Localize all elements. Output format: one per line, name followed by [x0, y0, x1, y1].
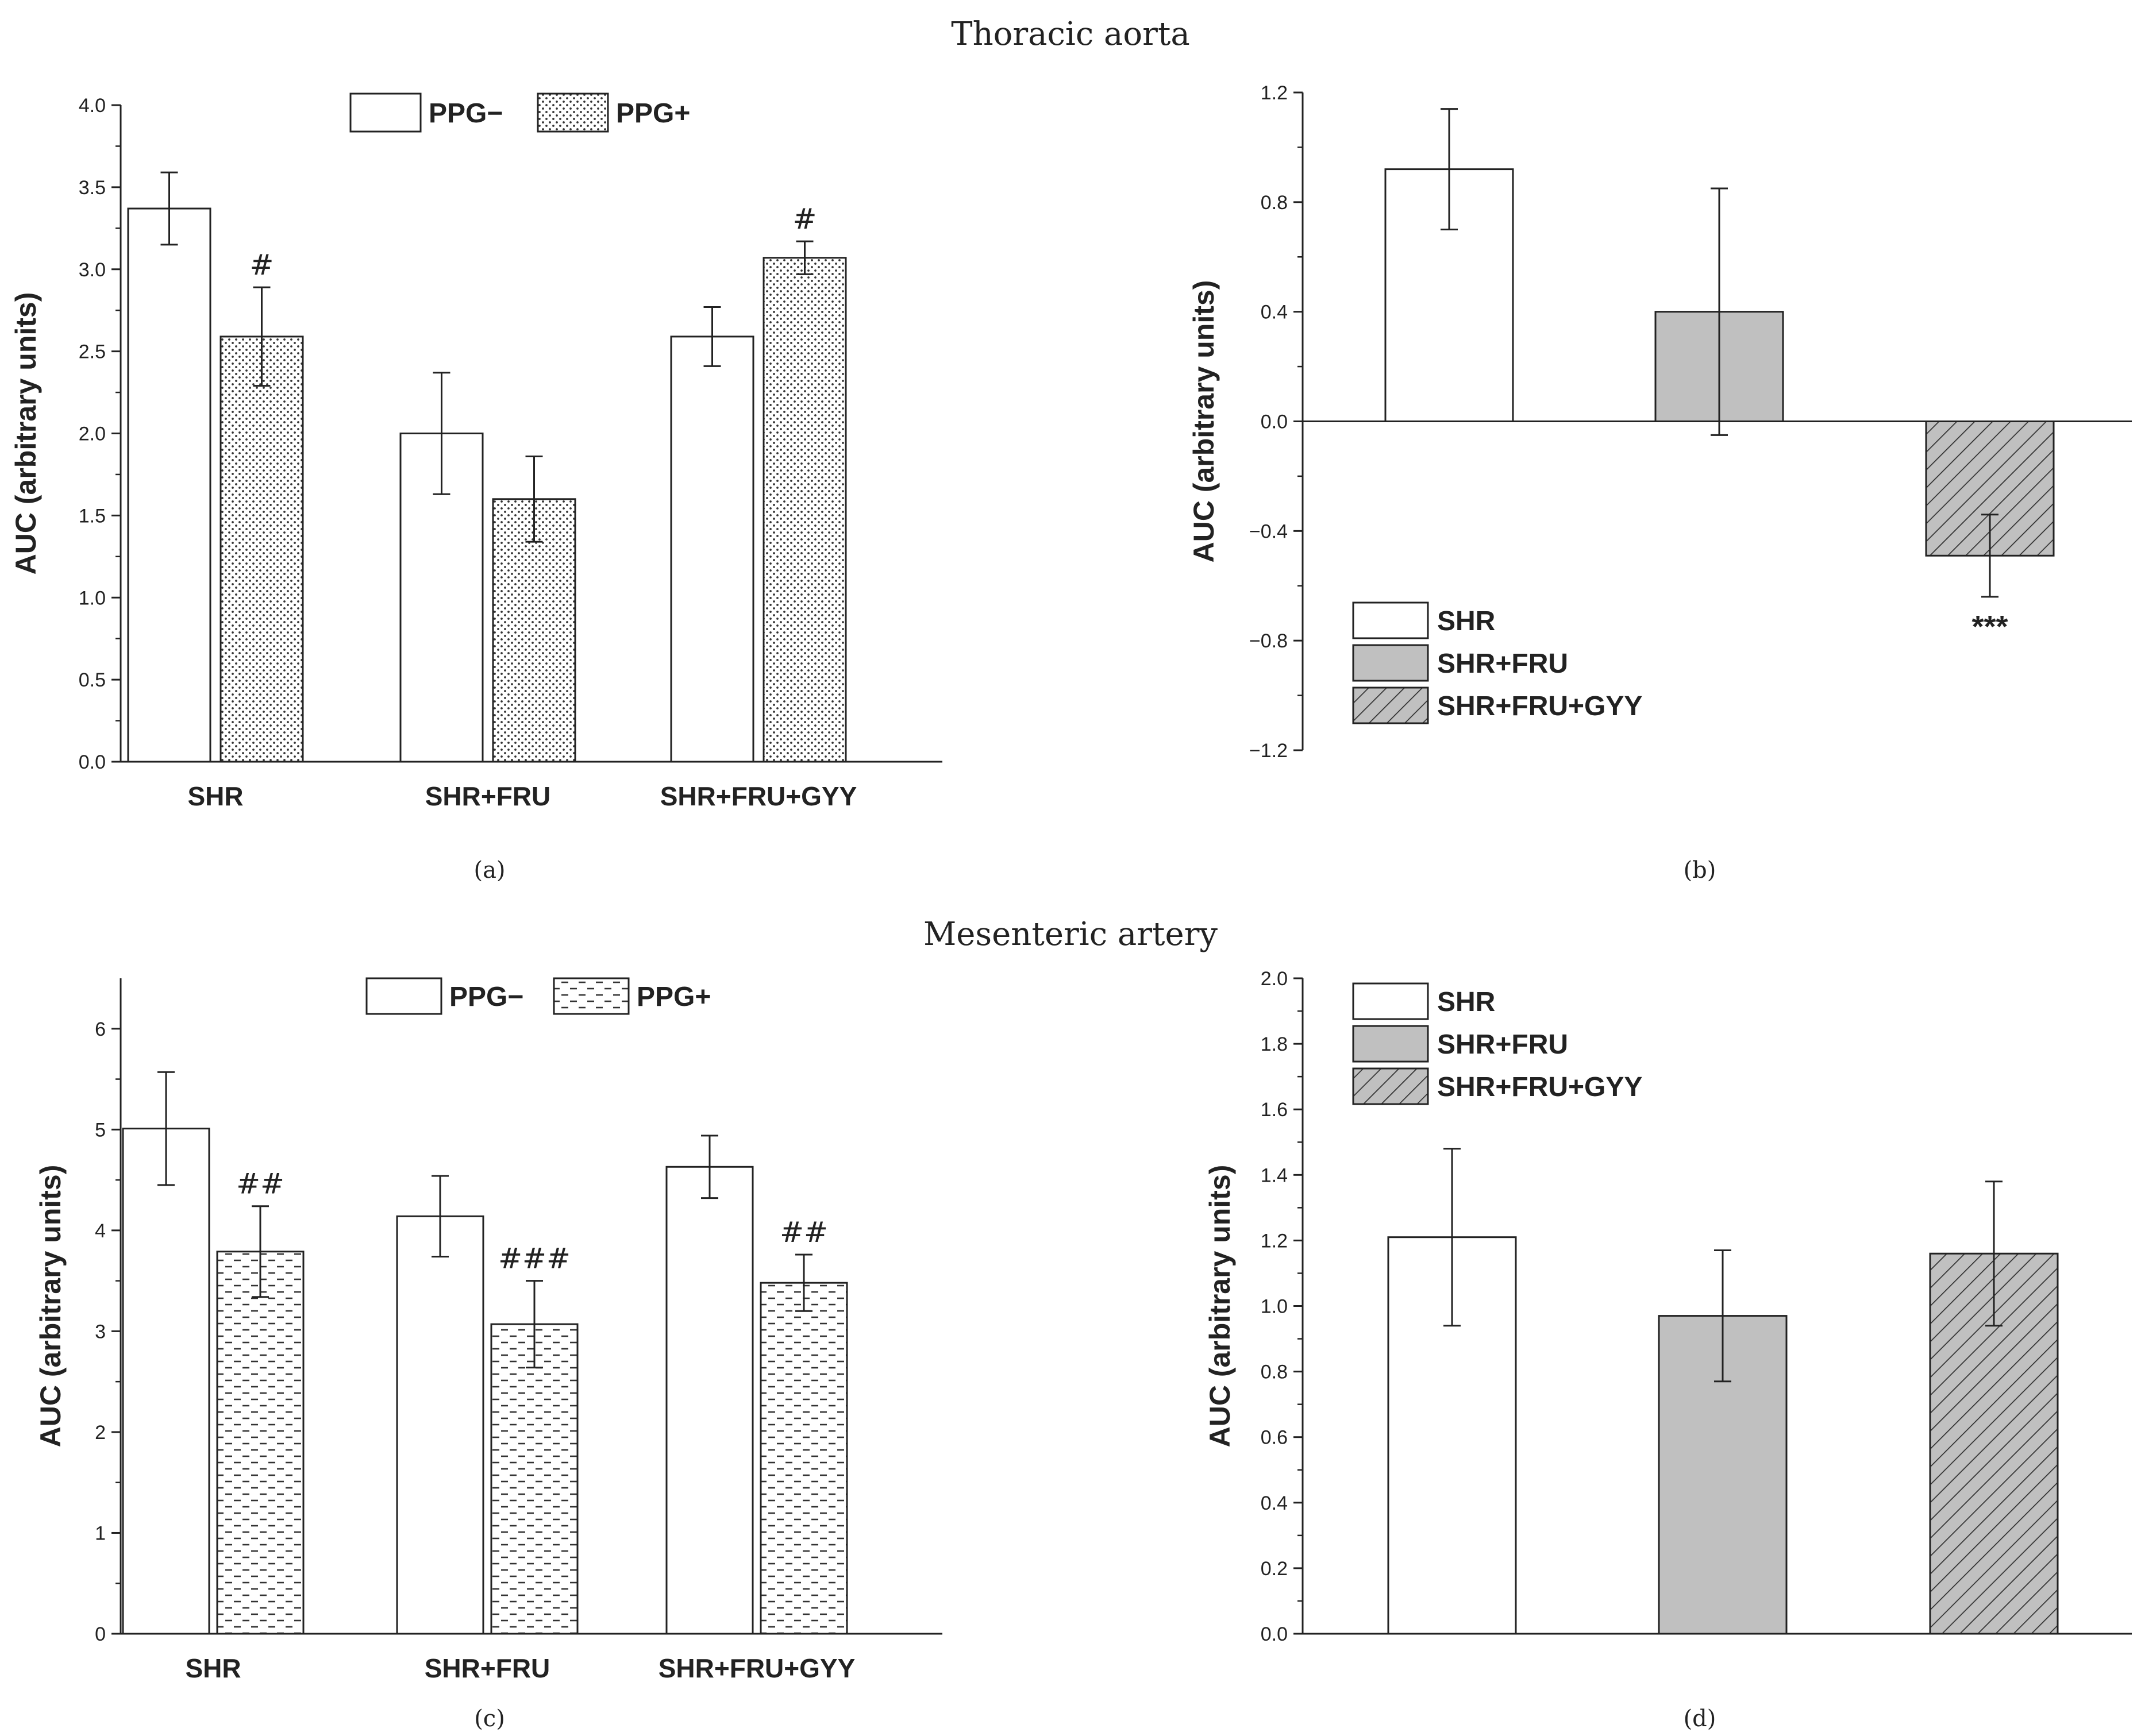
panel-label-d: (d)	[1684, 1706, 1716, 1732]
legend: SHR SHR+FRU SHR+FRU+GYY	[1352, 601, 1642, 724]
y-tick-label: 3	[95, 1321, 106, 1342]
y-tick-label: 1.0	[79, 587, 106, 609]
y-tick-label: 0.8	[1261, 192, 1288, 214]
legend-label-ppg-plus: PPG+	[616, 98, 690, 129]
y-axis-title: AUC (arbitrary units)	[10, 292, 42, 575]
y-tick-label: 1.0	[1261, 1296, 1288, 1318]
y-tick-label: 6	[95, 1019, 106, 1040]
x-category-label-shr: SHR	[185, 1653, 241, 1683]
panel-a: 0.0 0.5 1.0 1.5 2.0 2.5 3.0 3.5 4.0 AUC (arbitrar…	[10, 92, 942, 811]
y-tick-label: −1.2	[1249, 740, 1288, 762]
panel-c: 0 1 2 3 4 5 6 AUC (arbitrary units) ## SHR ### SHR+…	[34, 977, 942, 1683]
y-tick-label: 2.0	[79, 423, 106, 445]
legend-swatch-shr-plus-fru	[1352, 644, 1429, 682]
legend-swatch-ppgminus	[365, 977, 442, 1015]
section-title-thoracic-aorta: Thoracic aorta	[951, 16, 1190, 53]
legend-swatch-shr-plus-fru	[1352, 1025, 1429, 1063]
legend-swatch-ppg-plus	[537, 92, 609, 133]
y-tick-label: 1.8	[1261, 1033, 1288, 1055]
y-tick-label: 0.6	[1261, 1427, 1288, 1449]
y-tick-label: 0.0	[1261, 411, 1288, 433]
x-category-label-shr-plus-fru: SHR+FRU	[425, 1653, 550, 1683]
y-tick-label: −0.4	[1249, 520, 1288, 542]
legend-label-shr-plus-fru-plus-gyy: SHR+FRU+GYY	[1437, 1072, 1642, 1102]
legend-swatch-shr	[1352, 601, 1429, 639]
y-tick-label: 2	[95, 1422, 106, 1444]
legend-label-shr-plus-fru: SHR+FRU	[1437, 1029, 1568, 1060]
y-tick-label: 0.0	[79, 751, 106, 773]
legend-label-ppgminus: PPG−	[429, 98, 503, 129]
bar-shr-ppg-plus	[216, 1251, 305, 1635]
y-tick-label: 5	[95, 1119, 106, 1141]
y-tick-label: 1.6	[1261, 1099, 1288, 1121]
y-tick-label: 4	[95, 1220, 106, 1242]
panel-label-a: (a)	[473, 857, 505, 884]
significance-mark-shr-plus-fru-plus-gyy: ***	[1971, 609, 2008, 644]
y-tick-label: 0.0	[1261, 1623, 1288, 1645]
legend-swatch-ppgminus	[349, 92, 422, 133]
x-category-label-shr-plus-fru-plus-gyy: SHR+FRU+GYY	[659, 1653, 856, 1683]
legend: PPG− PPG+	[349, 92, 690, 133]
legend: SHR SHR+FRU SHR+FRU+GYY	[1352, 982, 1642, 1105]
legend-label-shr: SHR	[1437, 987, 1495, 1017]
section-title-mesenteric-artery: Mesenteric artery	[923, 916, 1218, 953]
y-tick-label: 4.0	[79, 95, 106, 117]
y-tick-label: 1	[95, 1522, 106, 1544]
y-tick-label: 2.0	[1261, 968, 1288, 990]
y-tick-label: 0.5	[79, 669, 106, 691]
legend-swatch-shr	[1352, 982, 1429, 1020]
legend-label-shr-plus-fru: SHR+FRU	[1437, 649, 1568, 679]
bar-shr-plus-fru-ppg-plus	[490, 1323, 579, 1635]
bar-shr-plus-fru-plus-gyy-ppgminus	[670, 335, 754, 763]
y-tick-label: 1.2	[1261, 1230, 1288, 1252]
y-tick-label: 1.4	[1261, 1164, 1288, 1186]
bar-shr-plus-fru-plus-gyy-ppg-plus	[760, 1282, 848, 1635]
legend-swatch-shr-plus-fru-plus-gyy	[1352, 686, 1429, 724]
y-axis-title: AUC (arbitrary units)	[1204, 1165, 1236, 1448]
y-tick-label: 1.2	[1261, 82, 1288, 104]
legend-label-shr: SHR	[1437, 606, 1495, 636]
legend-label-ppgminus: PPG−	[449, 982, 523, 1012]
significance-mark-shr-ppg-plus: #	[250, 248, 274, 281]
panel-label-b: (b)	[1684, 857, 1716, 884]
y-tick-label: 0.4	[1261, 1492, 1288, 1514]
legend: PPG− PPG+	[365, 977, 711, 1015]
legend-swatch-shr-plus-fru-plus-gyy	[1352, 1067, 1429, 1105]
bar-shr-ppgminus	[122, 1128, 210, 1635]
y-tick-label: 3.0	[79, 259, 106, 281]
significance-mark-shr-plus-fru-plus-gyy-ppg-plus: #	[793, 202, 817, 236]
significance-mark-shr-ppg-plus: ##	[236, 1167, 284, 1201]
y-tick-label: 1.5	[79, 505, 106, 527]
panel-b: −1.2 −0.8 −0.4 0.0 0.4 0.8 1.2 AUC (arbitrary u…	[1188, 82, 2132, 762]
y-tick-label: 0.8	[1261, 1361, 1288, 1383]
bar-shr-plus-fru-plus-gyy-ppgminus	[665, 1166, 754, 1635]
bar-shr-ppgminus	[127, 207, 211, 763]
legend-label-ppg-plus: PPG+	[637, 982, 711, 1012]
bar-shr-ppg-plus	[220, 335, 304, 763]
y-axis-title: AUC (arbitrary units)	[34, 1165, 67, 1448]
y-tick-label: 0.4	[1261, 302, 1288, 323]
significance-mark-shr-plus-fru-ppg-plus: ###	[498, 1242, 571, 1275]
significance-mark-shr-plus-fru-plus-gyy-ppg-plus: ##	[780, 1216, 828, 1249]
y-axis-title: AUC (arbitrary units)	[1188, 280, 1220, 563]
bar-shr-plus-fru-ppgminus	[396, 1215, 484, 1635]
bar-shr-plus-fru-ppg-plus	[492, 498, 576, 763]
legend-swatch-ppg-plus	[553, 977, 630, 1015]
y-tick-label: 0.2	[1261, 1558, 1288, 1580]
y-tick-label: 3.5	[79, 177, 106, 199]
x-category-label-shr-plus-fru: SHR+FRU	[425, 781, 551, 811]
y-tick-label: 2.5	[79, 341, 106, 363]
y-tick-label: −0.8	[1249, 630, 1288, 652]
y-tick-label: 0	[95, 1623, 106, 1645]
x-category-label-shr-plus-fru-plus-gyy: SHR+FRU+GYY	[660, 781, 857, 811]
legend-label-shr-plus-fru-plus-gyy: SHR+FRU+GYY	[1437, 691, 1642, 722]
panel-label-c: (c)	[474, 1706, 505, 1732]
x-category-label-shr: SHR	[187, 781, 243, 811]
bar-shr-plus-fru-plus-gyy-ppg-plus	[763, 257, 847, 763]
panel-d: 0.0 0.2 0.4 0.6 0.8 1.0 1.2 1.4 1.6 1.8 2.0 AUC (ar…	[1204, 968, 2132, 1645]
